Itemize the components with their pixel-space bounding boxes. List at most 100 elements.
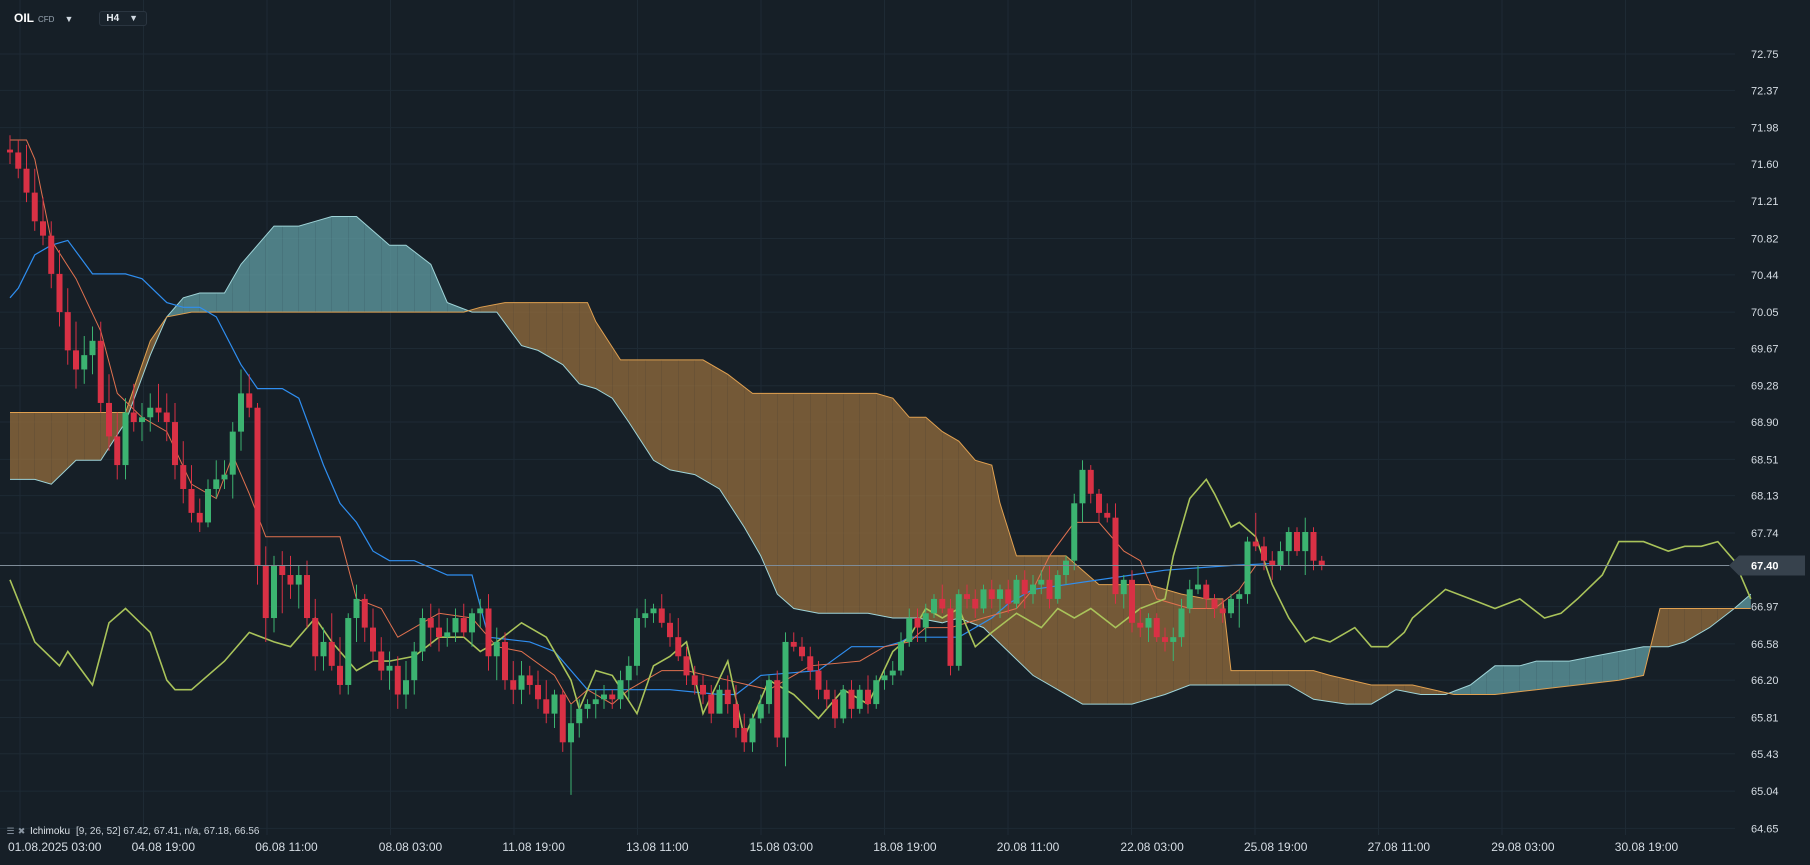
- candle-down: [964, 594, 970, 599]
- indicator-legend: ☰ ✖ Ichimoku [9, 26, 52] 67.42, 67.41, n…: [6, 826, 259, 837]
- y-tick-label: 68.90: [1751, 417, 1779, 429]
- timeframe-label: H4: [106, 12, 120, 24]
- y-tick-label: 68.51: [1751, 454, 1779, 466]
- x-tick-label: 08.08 03:00: [379, 840, 443, 854]
- symbol-name: OIL: [14, 11, 34, 25]
- symbol-selector[interactable]: OIL CFD ▼: [14, 11, 73, 25]
- cloud-bull-segment: [1453, 688, 1462, 695]
- candle-down: [815, 670, 822, 690]
- candle-up: [238, 393, 244, 432]
- cloud-bull-segment: [1519, 663, 1528, 692]
- candle-up: [1186, 589, 1193, 609]
- cloud-bear-segment: [43, 412, 52, 485]
- cloud-bear-segment: [1676, 608, 1685, 645]
- cloud-bear-segment: [1264, 670, 1273, 685]
- candle-down: [790, 641, 797, 647]
- candle-up: [782, 641, 789, 738]
- x-tick-label: 29.08 03:00: [1491, 840, 1555, 854]
- cloud-bear-segment: [1709, 608, 1718, 628]
- cloud-bull-segment: [439, 283, 448, 313]
- cloud-bull-segment: [1536, 661, 1545, 690]
- cloud-bear-segment: [150, 328, 159, 356]
- candle-up: [122, 412, 129, 466]
- candle-down: [939, 598, 946, 609]
- y-tick-label: 71.98: [1751, 123, 1779, 135]
- cloud-bear-segment: [835, 393, 844, 614]
- timeframe-selector[interactable]: H4 ▼: [99, 10, 148, 26]
- cloud-bear-segment: [752, 393, 761, 556]
- candles: [7, 135, 1325, 795]
- candle-down: [823, 689, 830, 700]
- cloud-bear-segment: [868, 393, 877, 615]
- candle-up: [997, 589, 1003, 599]
- cloud-bear-segment: [1693, 608, 1702, 638]
- candle-down: [337, 665, 343, 685]
- y-tick-label: 65.04: [1751, 786, 1779, 798]
- candle-down: [73, 350, 79, 370]
- cloud-bear-segment: [472, 307, 481, 313]
- cloud-bull-segment: [249, 245, 258, 313]
- cloud-bear-segment: [1701, 608, 1710, 633]
- cloud-bear-segment: [1066, 555, 1075, 700]
- current-price-tag: [1729, 555, 1805, 576]
- cloud-bull-segment: [1478, 672, 1487, 695]
- cloud-bear-segment: [571, 302, 580, 384]
- candle-down: [394, 665, 401, 695]
- y-tick-label: 67.74: [1751, 528, 1779, 540]
- cloud-bear-segment: [1165, 589, 1174, 695]
- cloud-bear-segment: [595, 321, 604, 394]
- y-tick-label: 70.05: [1751, 307, 1779, 319]
- candle-up: [345, 618, 352, 685]
- cloud-bull-segment: [1486, 665, 1495, 695]
- cloud-bear-segment: [133, 364, 142, 400]
- cloud-bear-segment: [562, 302, 571, 375]
- candle-down: [559, 694, 566, 743]
- close-icon[interactable]: ✖: [17, 826, 26, 836]
- candle-down: [15, 152, 22, 169]
- senkou-span-a-line: [10, 216, 1752, 705]
- y-tick-label: 72.37: [1751, 85, 1779, 97]
- candle-down: [460, 618, 467, 633]
- cloud-bear-segment: [521, 302, 530, 348]
- x-tick-label: 25.08 19:00: [1244, 840, 1308, 854]
- cloud-bear-segment: [694, 359, 703, 480]
- candle-down: [48, 235, 55, 274]
- y-tick-label: 69.28: [1751, 381, 1779, 393]
- candle-down: [31, 192, 38, 222]
- cloud-bear-segment: [546, 302, 555, 360]
- candle-down: [1294, 532, 1300, 552]
- cloud-bear-segment: [1074, 563, 1083, 705]
- candle-down: [1005, 589, 1012, 604]
- cloud-bull-segment: [257, 235, 266, 313]
- cloud-bear-segment: [967, 450, 976, 625]
- cloud-bull-segment: [381, 238, 390, 313]
- candle-down: [106, 402, 112, 437]
- cloud-bull-segment: [430, 264, 439, 313]
- cloud-bear-segment: [1363, 683, 1372, 705]
- cloud-bull-segment: [1602, 653, 1611, 683]
- cloud-bear-segment: [1297, 670, 1306, 695]
- cloud-bull-segment: [265, 226, 274, 313]
- cloud-bear-segment: [876, 393, 885, 617]
- kumo-cloud: [10, 216, 1751, 705]
- candle-down: [188, 488, 195, 513]
- cloud-bull-segment: [1470, 678, 1479, 695]
- candle-down: [1203, 584, 1210, 599]
- candle-down: [97, 340, 104, 403]
- candle-up: [386, 665, 393, 671]
- cloud-bull-segment: [414, 251, 423, 313]
- cloud-bear-segment: [1412, 685, 1421, 695]
- candle-down: [700, 684, 706, 695]
- y-tick-label: 71.60: [1751, 159, 1779, 171]
- cloud-bear-segment: [637, 359, 646, 448]
- cloud-bull-segment: [455, 305, 464, 313]
- candle-down: [436, 627, 442, 638]
- candle-down: [675, 637, 682, 657]
- y-tick-label: 66.58: [1751, 639, 1779, 651]
- cloud-bear-segment: [59, 412, 68, 477]
- settings-icon[interactable]: ☰: [6, 826, 15, 836]
- y-tick-label: 69.67: [1751, 343, 1779, 355]
- x-tick-label: 01.08.2025 03:00: [8, 840, 102, 854]
- candle-up: [1277, 551, 1284, 566]
